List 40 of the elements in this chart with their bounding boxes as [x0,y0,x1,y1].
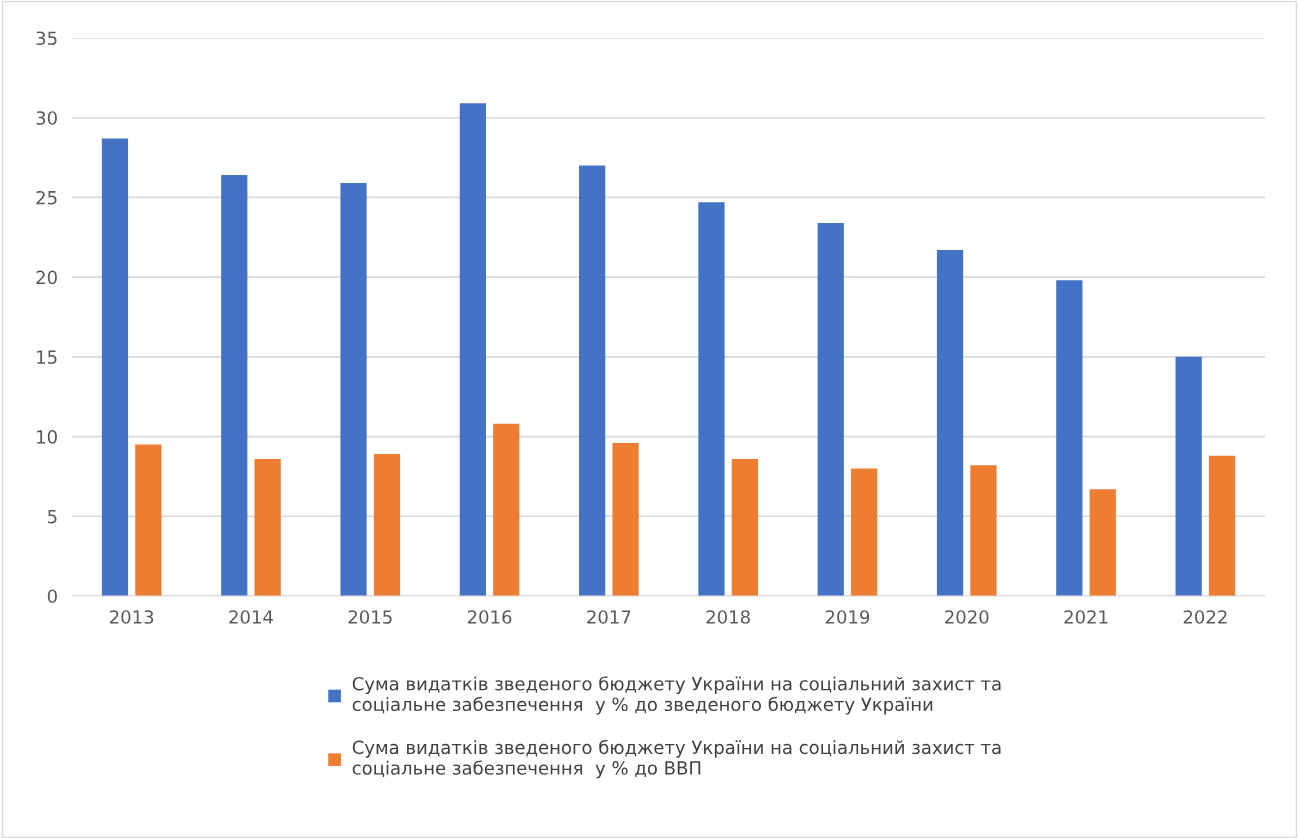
bar [970,465,997,596]
bar [698,202,725,596]
x-tick-label: 2019 [825,610,870,624]
bar [340,183,367,596]
bar [817,222,844,596]
y-tick-label: 30 [36,111,57,125]
bar [612,442,639,596]
bar [851,468,878,596]
bar [459,103,486,596]
x-tick-label: 2015 [348,610,392,624]
bar [1175,356,1202,596]
x-tick-label: 2018 [706,610,750,624]
x-tick-label: 2016 [467,610,512,624]
bar [936,250,964,596]
x-tick-label: 2022 [1183,610,1227,624]
bar [254,458,281,596]
bar [1089,489,1116,596]
x-tick-label: 2014 [229,610,273,624]
y-tick-label: 35 [36,31,57,46]
y-tick-label: 25 [36,190,57,205]
y-tick-label: 0 [47,589,57,604]
y-tick-label: 10 [37,430,57,444]
bar [731,458,758,596]
bar [579,165,606,596]
x-tick-label: 2017 [587,610,631,624]
x-tick-label: 2013 [110,610,154,624]
bar [135,444,162,596]
bar [101,138,129,596]
bar [493,423,520,596]
legend-label: Сума видатків зведеного бюджету України на соціальний захист та соціальне забезпечення у % до зведеного бюджету України [352,676,1001,715]
y-tick-label: 5 [48,509,57,524]
bar [221,175,248,596]
bar [1056,280,1083,596]
x-tick-label: 2021 [1064,610,1108,624]
bar [1208,455,1236,596]
bar [373,454,401,596]
y-tick-label: 15 [37,350,57,364]
x-tick-label: 2020 [945,610,989,624]
legend-label: Сума видатків зведеного бюджету України на соціальний захист та соціальне забезпечення у % до ВВП [352,739,1001,779]
y-tick-label: 20 [36,270,57,285]
